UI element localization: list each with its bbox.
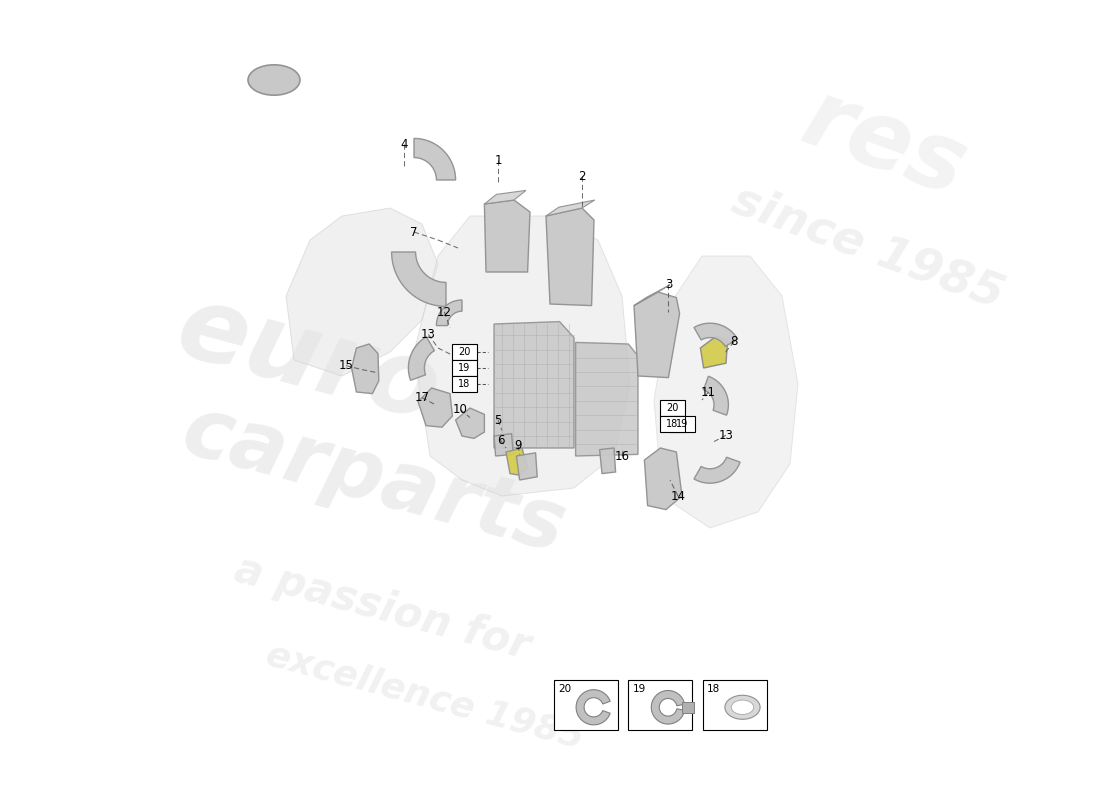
Text: 3: 3 [664, 278, 672, 290]
Text: 19: 19 [459, 363, 471, 373]
Polygon shape [651, 690, 684, 724]
Polygon shape [704, 376, 728, 415]
Text: 17: 17 [415, 391, 429, 404]
Text: excellence 1985: excellence 1985 [262, 637, 587, 755]
Polygon shape [286, 208, 438, 376]
Polygon shape [408, 337, 435, 380]
Polygon shape [484, 190, 526, 204]
Bar [628, 680, 692, 730]
Bar [452, 360, 477, 376]
Polygon shape [546, 208, 594, 306]
Bar [554, 680, 618, 730]
Text: 9: 9 [515, 439, 521, 452]
Text: 20: 20 [459, 347, 471, 357]
Polygon shape [437, 300, 462, 326]
Text: 15: 15 [339, 359, 353, 372]
Polygon shape [654, 256, 798, 528]
Text: 11: 11 [701, 386, 716, 398]
Bar [660, 416, 685, 432]
Polygon shape [414, 216, 630, 496]
Text: res: res [790, 72, 978, 216]
Polygon shape [694, 323, 738, 346]
Polygon shape [455, 408, 484, 438]
Text: 7: 7 [410, 226, 418, 238]
Text: 16: 16 [615, 450, 629, 462]
Polygon shape [576, 690, 610, 725]
Polygon shape [414, 138, 455, 180]
Polygon shape [494, 434, 514, 456]
Text: 13: 13 [421, 328, 436, 341]
Text: 13: 13 [718, 429, 734, 442]
Text: 19: 19 [632, 684, 646, 694]
Text: 4: 4 [400, 138, 408, 150]
Bar [682, 702, 694, 713]
Polygon shape [494, 322, 574, 448]
Text: since 1985: since 1985 [726, 178, 1010, 318]
Polygon shape [484, 200, 530, 272]
Polygon shape [575, 342, 638, 456]
Ellipse shape [248, 65, 300, 95]
Polygon shape [506, 448, 528, 475]
Text: 12: 12 [437, 306, 452, 318]
Bar [660, 400, 685, 416]
Text: 14: 14 [671, 490, 685, 502]
Text: 2: 2 [579, 170, 585, 182]
Bar [452, 376, 477, 392]
Polygon shape [645, 448, 682, 510]
Text: 20: 20 [667, 403, 679, 413]
Polygon shape [352, 344, 378, 394]
Polygon shape [701, 336, 727, 368]
Text: 20: 20 [558, 684, 571, 694]
Polygon shape [600, 448, 616, 474]
Text: 18: 18 [707, 684, 721, 694]
Text: 6: 6 [496, 434, 504, 446]
Text: a passion for: a passion for [230, 548, 535, 668]
Ellipse shape [725, 695, 760, 719]
Bar [452, 344, 477, 360]
Text: carparts: carparts [174, 390, 575, 570]
Polygon shape [694, 458, 740, 483]
Polygon shape [392, 252, 446, 306]
Polygon shape [634, 285, 670, 306]
Text: euro: euro [166, 277, 451, 443]
Polygon shape [634, 292, 680, 378]
Polygon shape [546, 200, 595, 216]
Text: 18: 18 [459, 379, 471, 389]
Polygon shape [516, 453, 537, 480]
Bar [703, 680, 767, 730]
Text: 8: 8 [730, 335, 738, 348]
Text: 5: 5 [494, 414, 502, 426]
Ellipse shape [732, 700, 754, 714]
Text: 1: 1 [494, 154, 502, 166]
Text: 19: 19 [675, 419, 689, 429]
Bar [669, 416, 695, 432]
Polygon shape [418, 388, 452, 427]
Text: 18: 18 [667, 419, 679, 429]
Text: 10: 10 [453, 403, 468, 416]
